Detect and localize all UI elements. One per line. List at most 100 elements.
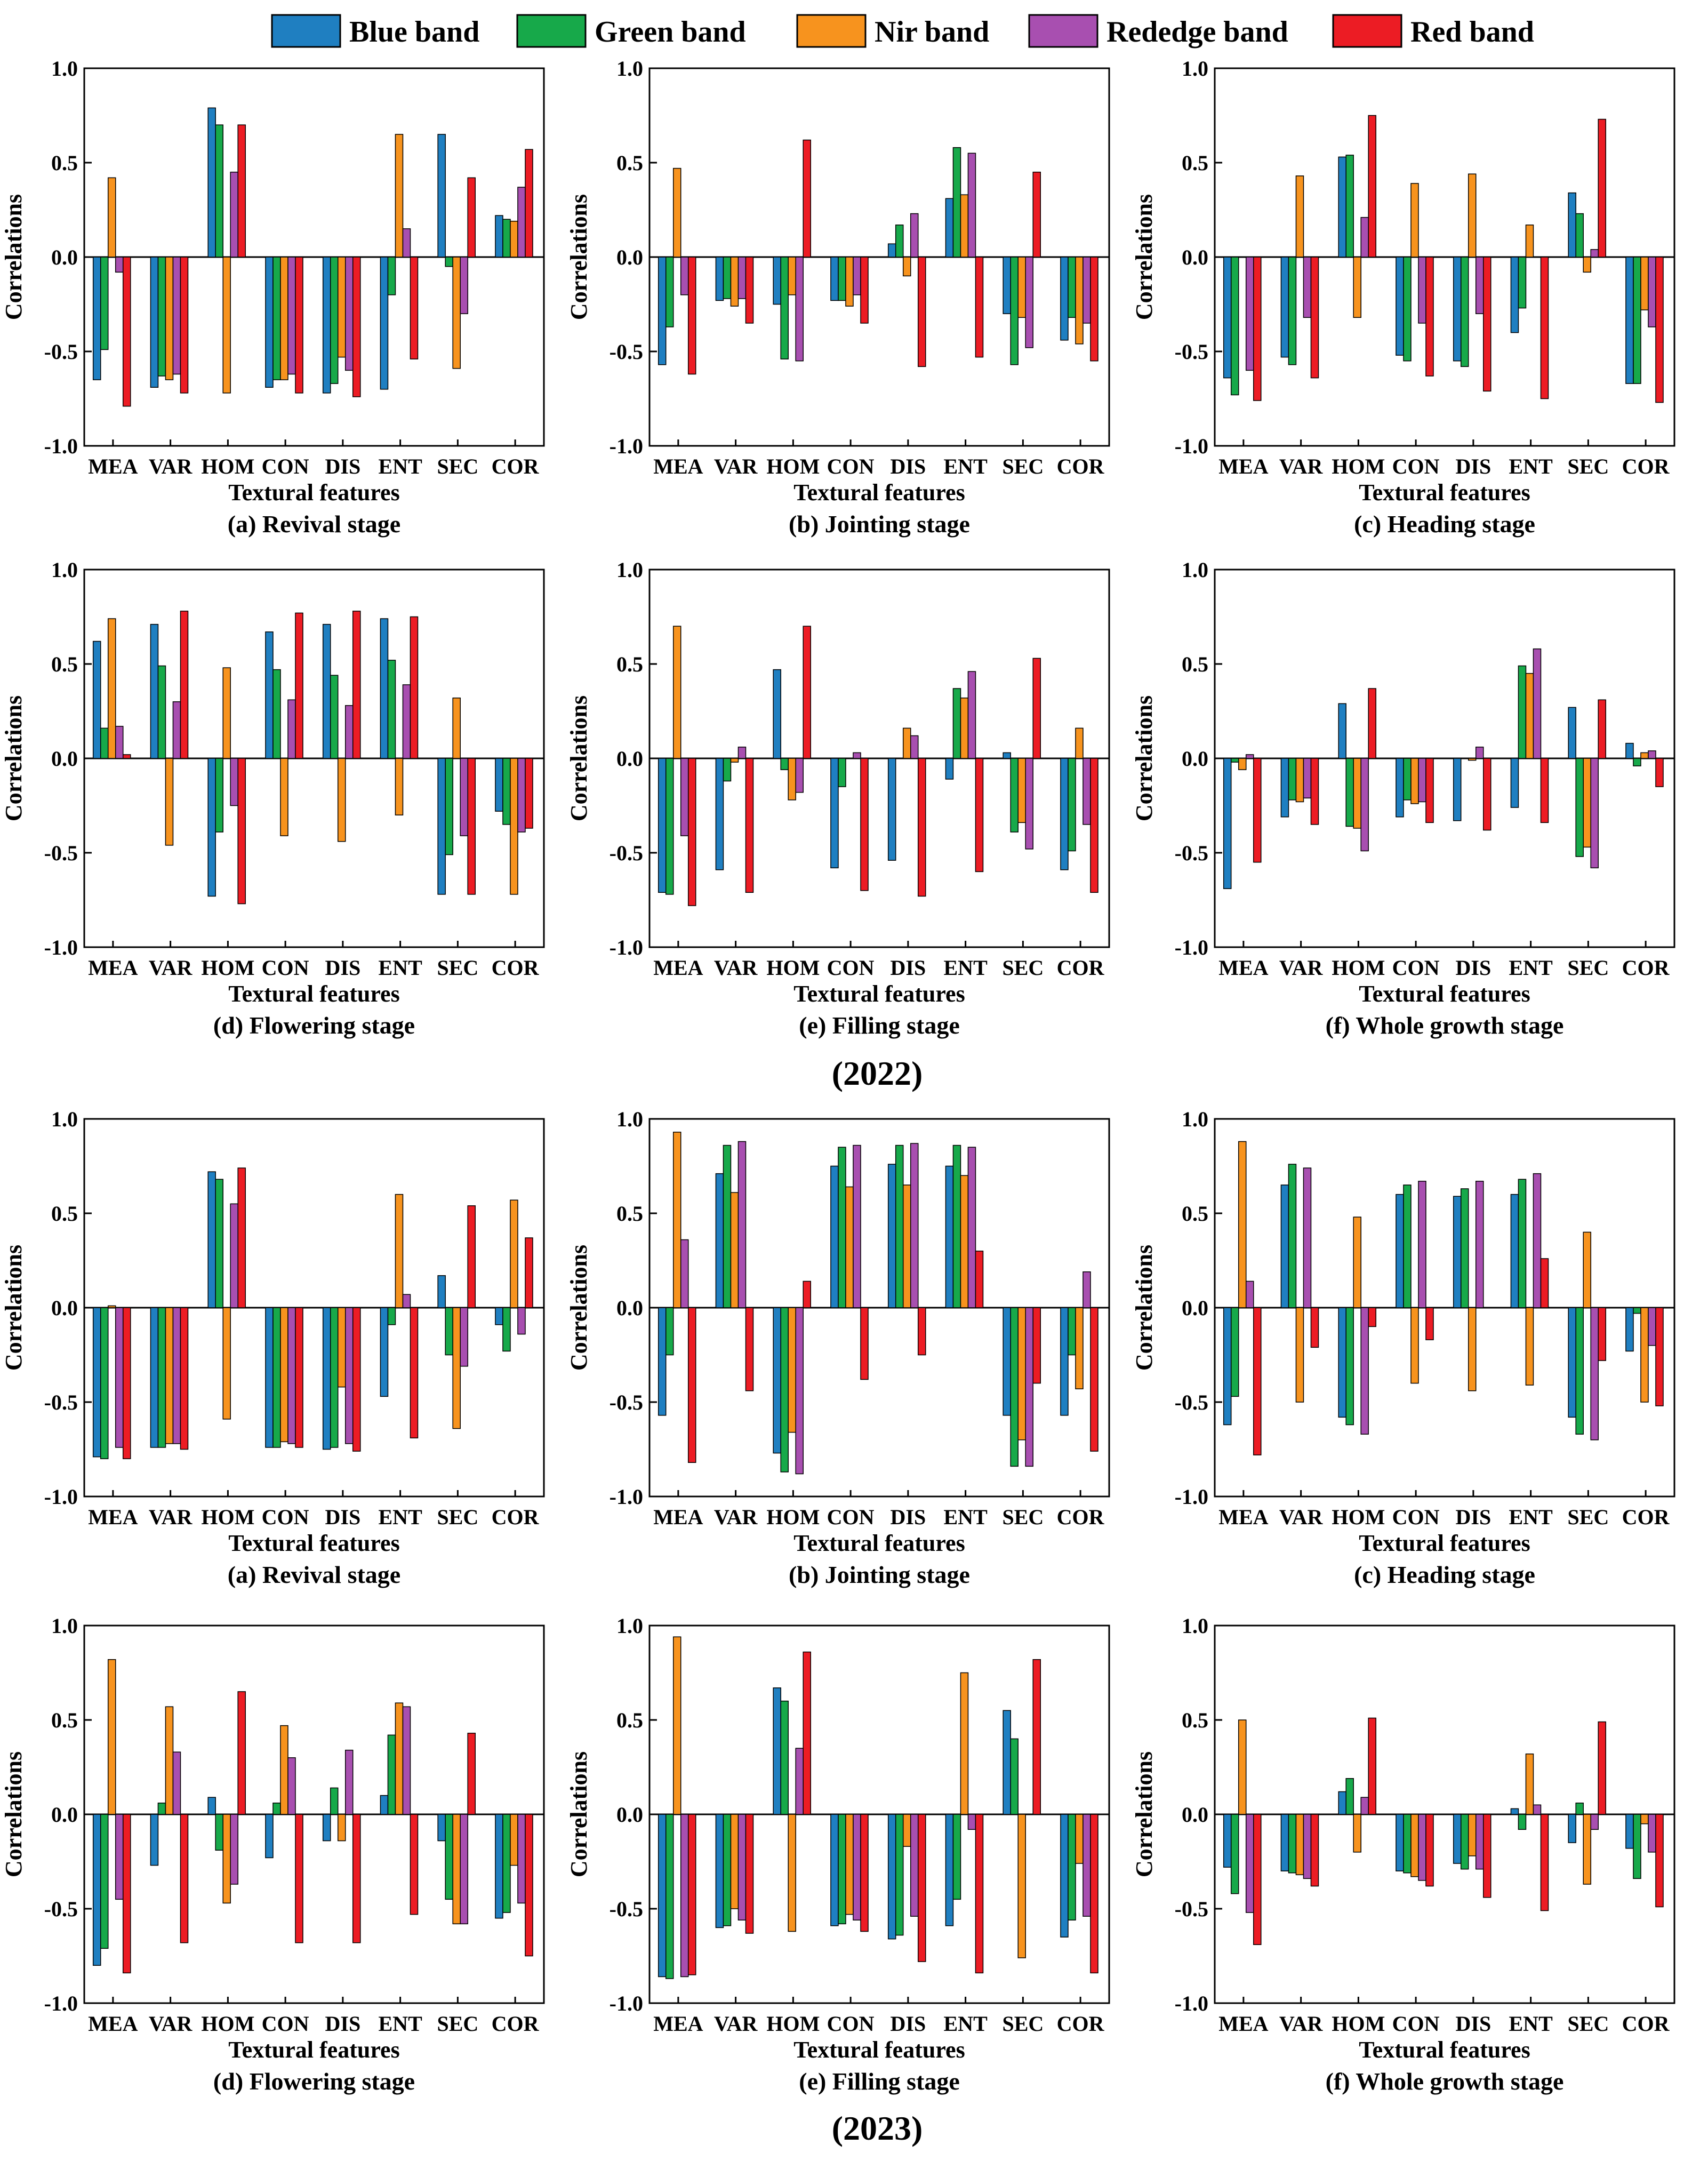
bar-cor-nir-band: [510, 1199, 518, 1308]
bar-cor-nir-band: [510, 1814, 518, 1866]
panel-title: (f) Whole growth stage: [1326, 2068, 1564, 2095]
x-axis-label: Textural features: [793, 479, 965, 506]
x-tick-label-dis: DIS: [1456, 1505, 1492, 1529]
y-tick-label: 0.5: [1182, 1708, 1208, 1732]
bar-sec-red-band: [467, 177, 476, 258]
x-tick-label-var: VAR: [714, 2012, 758, 2036]
y-tick-label: 0.0: [1182, 1803, 1208, 1827]
bar-con-green-band: [272, 669, 281, 759]
bar-sec-red-band: [1032, 1307, 1041, 1384]
bar-dis-blue-band: [887, 243, 896, 258]
bar-dis-rededge-band: [910, 1814, 919, 1917]
bar-cor-green-band: [502, 1814, 511, 1913]
y-tick-label: -0.5: [1175, 340, 1208, 364]
bar-con-red-band: [295, 612, 303, 759]
bar-con-blue-band: [1396, 257, 1404, 356]
legend-item-rededge-band: Rededge band: [1028, 14, 1288, 49]
bar-sec-blue-band: [437, 1275, 446, 1308]
bar-var-blue-band: [715, 758, 724, 870]
y-tick-label: 0.5: [51, 1708, 78, 1732]
bar-con-rededge-band: [853, 257, 861, 295]
bar-dis-nir-band: [337, 1814, 346, 1842]
x-tick-label-var: VAR: [714, 454, 758, 478]
x-tick-label-cor: COR: [492, 956, 540, 980]
bar-dis-nir-band: [902, 257, 911, 277]
bar-hom-green-band: [780, 257, 789, 359]
bar-con-red-band: [1425, 257, 1434, 377]
bar-con-rededge-band: [1418, 758, 1426, 803]
bar-hom-red-band: [1368, 688, 1376, 759]
x-tick-label-mea: MEA: [1218, 1505, 1268, 1529]
bar-cor-nir-band: [1075, 257, 1084, 345]
bar-mea-rededge-band: [1245, 257, 1254, 371]
x-tick-label-ent: ENT: [1509, 2012, 1553, 2036]
y-tick-label: 0.5: [1182, 151, 1208, 175]
y-tick-label: -1.0: [610, 1991, 643, 2015]
bar-var-green-band: [723, 1144, 732, 1308]
bar-var-red-band: [180, 1814, 189, 1943]
panel-2023-d-flowering-stage: 1.0 0.5 0.0 -0.5 -1.0 MEA VAR HOM CON DIS ENT SEC CO…: [1, 1614, 545, 2095]
y-tick-label: 0.5: [616, 151, 643, 175]
bar-var-green-band: [1288, 1164, 1297, 1308]
bar-sec-nir-band: [452, 1307, 461, 1429]
x-tick-label-var: VAR: [1279, 2012, 1324, 2036]
bar-var-blue-band: [715, 1173, 724, 1308]
y-tick-label: 1.0: [1182, 1614, 1208, 1638]
bar-cor-rededge-band: [1648, 257, 1656, 327]
x-tick-label-con: CON: [827, 454, 875, 478]
x-axis-label: Textural features: [793, 1530, 965, 1556]
bar-var-nir-band: [165, 257, 174, 380]
bar-var-nir-band: [1295, 175, 1304, 258]
bar-dis-nir-band: [902, 727, 911, 759]
bar-hom-rededge-band: [1360, 217, 1369, 258]
bar-cor-green-band: [1068, 1307, 1076, 1356]
bar-mea-red-band: [122, 754, 131, 759]
bar-cor-nir-band: [1640, 1307, 1649, 1403]
x-tick-label-cor: COR: [1622, 956, 1670, 980]
bar-sec-blue-band: [437, 1814, 446, 1842]
bar-hom-blue-band: [1338, 703, 1346, 759]
bar-dis-blue-band: [322, 1814, 331, 1842]
legend-label-nir-band: Nir band: [875, 15, 989, 49]
x-tick-label-cor: COR: [492, 454, 540, 478]
panel-title: (d) Flowering stage: [213, 2068, 415, 2095]
bar-hom-green-band: [1345, 155, 1354, 258]
bar-sec-rededge-band: [460, 1307, 468, 1367]
bar-hom-red-band: [237, 124, 246, 258]
bar-sec-blue-band: [437, 134, 446, 258]
bar-ent-green-band: [1518, 1814, 1527, 1830]
y-axis-label: Correlations: [566, 194, 592, 320]
bar-mea-red-band: [1253, 758, 1262, 863]
bar-dis-blue-band: [887, 1164, 896, 1308]
bar-cor-blue-band: [1625, 742, 1634, 759]
x-tick-label-hom: HOM: [766, 1505, 820, 1529]
bar-mea-blue-band: [1223, 257, 1232, 379]
x-tick-label-hom: HOM: [766, 454, 820, 478]
x-tick-label-ent: ENT: [944, 454, 988, 478]
bar-hom-rededge-band: [795, 257, 804, 362]
bar-ent-red-band: [410, 1307, 419, 1439]
x-tick-label-var: VAR: [149, 454, 193, 478]
bar-dis-nir-band: [1468, 173, 1477, 258]
bar-var-rededge-band: [172, 1307, 181, 1444]
bar-hom-red-band: [237, 1167, 246, 1308]
bar-con-green-band: [272, 257, 281, 380]
bar-dis-red-band: [917, 758, 926, 897]
bar-ent-rededge-band: [402, 1294, 411, 1308]
y-tick-label: -0.5: [610, 841, 643, 865]
y-tick-label: 1.0: [1182, 1107, 1208, 1131]
bar-hom-blue-band: [1338, 1791, 1346, 1815]
bar-mea-green-band: [100, 1814, 109, 1949]
bar-hom-green-band: [780, 1307, 789, 1472]
bar-ent-green-band: [952, 688, 961, 759]
y-tick-label: 0.0: [51, 245, 78, 269]
x-tick-label-hom: HOM: [766, 2012, 820, 2036]
bar-dis-blue-band: [1453, 1196, 1462, 1308]
bar-var-nir-band: [730, 758, 739, 763]
bar-con-red-band: [1425, 1307, 1434, 1340]
bar-sec-blue-band: [1003, 1307, 1011, 1416]
bar-con-blue-band: [1396, 758, 1404, 818]
bar-cor-green-band: [502, 758, 511, 825]
legend-item-nir-band: Nir band: [796, 14, 989, 49]
y-axis-label: Correlations: [1131, 194, 1157, 320]
